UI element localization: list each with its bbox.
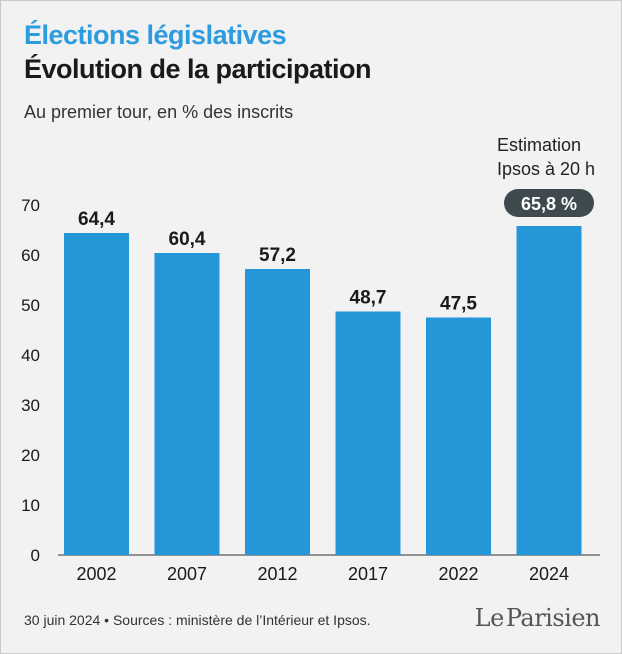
y-tick-label: 50 bbox=[21, 296, 40, 315]
x-tick-label: 2002 bbox=[76, 564, 116, 584]
chart-subtitle: Au premier tour, en % des inscrits bbox=[24, 102, 294, 122]
chart-kicker: Élections législatives bbox=[24, 20, 287, 50]
x-tick-label: 2024 bbox=[529, 564, 569, 584]
y-tick-label: 0 bbox=[31, 546, 40, 565]
source-footer: 30 juin 2024 • Sources : ministère de l’… bbox=[24, 612, 371, 628]
value-label: 60,4 bbox=[169, 229, 206, 250]
x-tick-label: 2022 bbox=[438, 564, 478, 584]
estimation-line-1: Estimation bbox=[497, 135, 582, 155]
le-parisien-logo: LeParisien bbox=[474, 604, 601, 632]
value-label: 65,8 % bbox=[521, 194, 577, 214]
value-label: 64,4 bbox=[78, 209, 115, 230]
bar bbox=[154, 253, 220, 555]
x-tick-label: 2017 bbox=[348, 564, 388, 584]
y-tick-label: 20 bbox=[21, 446, 40, 465]
y-tick-label: 40 bbox=[21, 346, 40, 365]
bar bbox=[516, 226, 582, 555]
bar bbox=[426, 317, 491, 555]
chart-title: Évolution de la participation bbox=[24, 54, 372, 84]
y-tick-label: 70 bbox=[21, 196, 40, 215]
estimation-line-2: Ipsos à 20 h bbox=[497, 159, 596, 179]
x-tick-label: 2012 bbox=[257, 564, 297, 584]
logo-le: Le bbox=[474, 604, 505, 632]
value-label: 48,7 bbox=[350, 288, 387, 309]
y-tick-label: 30 bbox=[21, 396, 40, 415]
value-label: 57,2 bbox=[259, 245, 296, 266]
y-tick-label: 10 bbox=[21, 496, 40, 515]
value-label: 47,5 bbox=[440, 294, 477, 315]
bar bbox=[64, 233, 129, 555]
bar bbox=[335, 311, 401, 555]
bar bbox=[245, 269, 310, 555]
logo-name: Parisien bbox=[505, 604, 601, 632]
value-badge bbox=[504, 189, 594, 217]
x-tick-label: 2007 bbox=[167, 564, 207, 584]
estimation-annotation: Estimation Ipsos à 20 h bbox=[497, 133, 595, 181]
y-tick-label: 60 bbox=[21, 246, 40, 265]
